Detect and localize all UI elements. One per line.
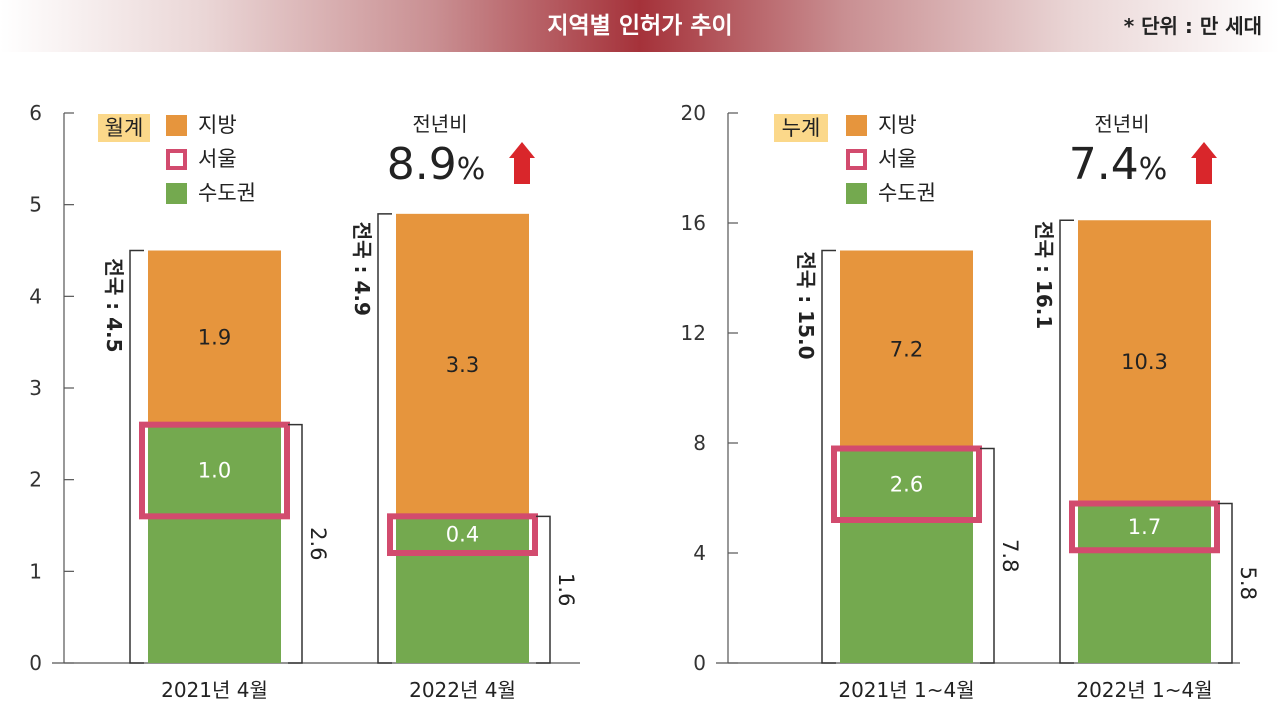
- chart-title: 지역별 인허가 추이: [547, 13, 733, 39]
- metro-bracket: [288, 423, 303, 664]
- total-label: 전국 : 4.5: [102, 258, 126, 352]
- bar-local-label: 3.3: [446, 353, 479, 377]
- seoul-label: 2.6: [890, 472, 923, 496]
- legend-label: 서울: [198, 147, 237, 171]
- total-label: 전국 : 4.9: [350, 222, 374, 316]
- bar-local: [396, 213, 529, 517]
- total-label: 전국 : 16.1: [1032, 221, 1056, 329]
- legend-swatch: [166, 115, 187, 136]
- yoy-value: 7.4%: [1069, 139, 1168, 190]
- bar-metro: [396, 516, 529, 663]
- metro-total-label: 5.8: [1236, 567, 1260, 600]
- yoy-label: 전년비: [412, 112, 467, 136]
- y-tick-label: 12: [681, 321, 706, 345]
- legend-swatch: [846, 183, 867, 204]
- legend-swatch: [846, 149, 867, 170]
- seoul-box: [139, 421, 290, 520]
- seoul-box: [387, 513, 538, 556]
- legend-tag-bg: [98, 114, 150, 142]
- legend-tag: 누계: [782, 116, 821, 140]
- x-category-label: 2021년 4월: [161, 678, 268, 702]
- legend-label: 지방: [198, 113, 237, 137]
- up-arrow-icon: [509, 142, 535, 184]
- y-tick-label: 4: [29, 284, 42, 308]
- bar-metro: [840, 448, 973, 663]
- y-tick-label: 4: [693, 541, 706, 565]
- seoul-box: [831, 445, 982, 523]
- legend-label: 서울: [878, 147, 917, 171]
- x-category-label: 2022년 4월: [409, 678, 516, 702]
- y-tick-label: 8: [693, 431, 706, 455]
- title-bar: [0, 0, 1280, 52]
- y-tick-label: 1: [29, 559, 42, 583]
- total-label: 전국 : 15.0: [794, 251, 818, 359]
- y-tick-label: 6: [29, 101, 42, 125]
- bar-local: [840, 250, 973, 449]
- total-bracket: [377, 213, 392, 664]
- bar-metro: [1078, 503, 1211, 663]
- x-category-label: 2022년 1~4월: [1076, 678, 1212, 702]
- yoy-value: 8.9%: [387, 139, 486, 190]
- up-arrow-icon: [1191, 142, 1217, 184]
- bar-local-label: 7.2: [890, 338, 923, 362]
- legend-swatch: [166, 149, 187, 170]
- total-bracket: [1059, 219, 1074, 664]
- y-tick-label: 0: [693, 651, 706, 675]
- x-category-label: 2021년 1~4월: [838, 678, 974, 702]
- legend-label: 지방: [878, 113, 917, 137]
- legend-swatch: [846, 115, 867, 136]
- total-bracket: [821, 249, 836, 664]
- bar-local-label: 10.3: [1121, 350, 1168, 374]
- y-tick-label: 2: [29, 468, 42, 492]
- metro-total-label: 2.6: [306, 527, 330, 560]
- metro-total-label: 1.6: [554, 573, 578, 606]
- legend-swatch: [166, 183, 187, 204]
- seoul-label: 0.4: [446, 523, 479, 547]
- y-tick-label: 3: [29, 376, 42, 400]
- legend-tag: 월계: [105, 116, 144, 140]
- bar-metro: [148, 424, 281, 663]
- y-tick-label: 16: [681, 211, 706, 235]
- y-tick-label: 0: [29, 651, 42, 675]
- metro-bracket: [980, 447, 995, 664]
- y-tick-label: 5: [29, 193, 42, 217]
- bar-local: [148, 250, 281, 425]
- legend-label: 수도권: [878, 181, 936, 205]
- legend-label: 수도권: [198, 181, 256, 205]
- unit-note: * 단위 : 만 세대: [1123, 14, 1262, 38]
- seoul-label: 1.0: [198, 459, 231, 483]
- seoul-box: [1069, 500, 1220, 554]
- yoy-label: 전년비: [1094, 112, 1149, 136]
- legend-tag-bg: [774, 114, 828, 142]
- seoul-label: 1.7: [1128, 515, 1161, 539]
- bar-local-label: 1.9: [198, 326, 231, 350]
- bar-local: [1078, 220, 1211, 504]
- total-bracket: [129, 249, 144, 664]
- metro-bracket: [1218, 502, 1233, 664]
- metro-total-label: 7.8: [998, 539, 1022, 572]
- y-tick-label: 20: [681, 101, 706, 125]
- metro-bracket: [536, 515, 551, 664]
